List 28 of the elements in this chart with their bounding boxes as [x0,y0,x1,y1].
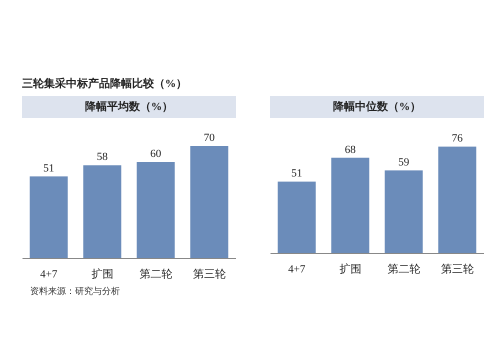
data-label: 60 [150,148,162,160]
data-label: 59 [398,156,410,168]
data-label: 70 [204,132,216,144]
bar [136,162,175,258]
data-label: 68 [344,144,356,156]
x-tick-label: 扩围 [91,268,114,280]
x-tick-label: 第二轮 [387,264,420,276]
data-label: 76 [452,132,464,145]
chart-subtitle: 降幅平均数（%） [22,96,236,118]
x-tick-label: 第三轮 [192,268,226,280]
data-label: 58 [96,151,108,164]
data-label: 51 [291,168,302,180]
bar [30,176,68,258]
bar [190,146,228,258]
bar [278,182,316,253]
text: 资料来源：研究与分析 [29,285,121,298]
chart-title: 三轮集采中标产品降幅比较（%） [22,76,188,92]
bar [438,146,476,253]
bar [384,170,423,253]
chart-subtitle: 降幅中位数（%） [270,96,484,118]
x-tick-label: 第三轮 [440,264,474,276]
x-tick-label: 4+7 [40,268,58,280]
x-tick-label: 扩围 [339,262,362,276]
x-tick-label: 4+7 [288,264,306,276]
bar [331,158,370,253]
data-label: 51 [43,162,54,174]
x-tick-label: 第二轮 [139,268,172,280]
bar [83,165,122,258]
